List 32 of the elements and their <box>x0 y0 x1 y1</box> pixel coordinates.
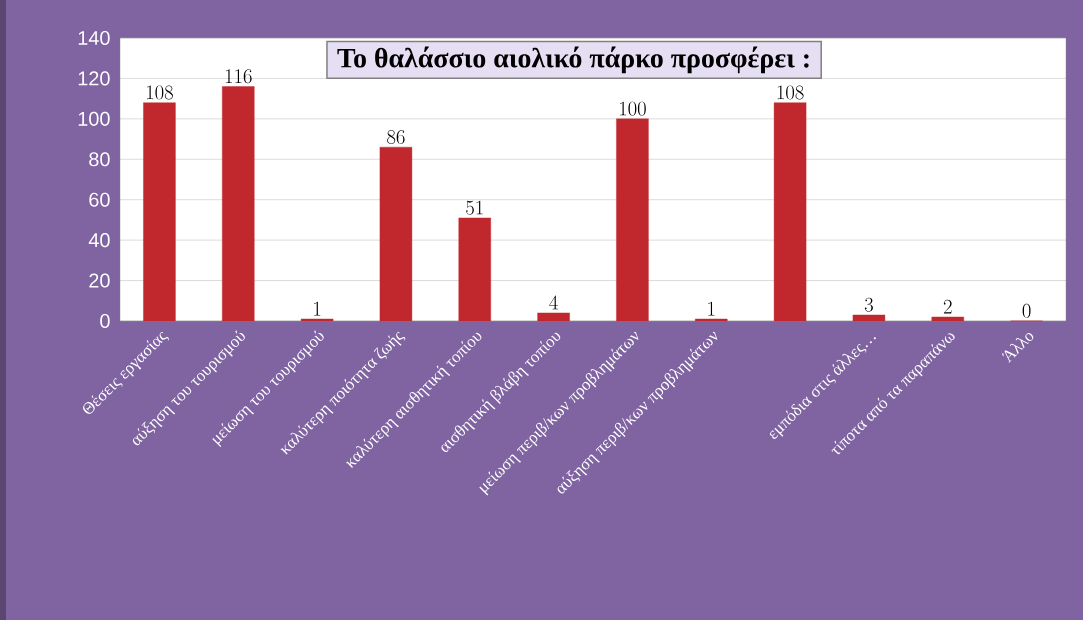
data-label: 1 <box>708 301 715 316</box>
bar <box>222 86 255 322</box>
data-label: 116 <box>225 69 252 84</box>
bar <box>616 118 649 322</box>
y-tick-label: 60 <box>89 192 110 207</box>
y-tick-label: 20 <box>89 273 110 288</box>
data-label: 4 <box>549 295 558 310</box>
y-tick-label: 120 <box>78 71 110 86</box>
y-tick-label: 100 <box>78 111 110 126</box>
data-label: 51 <box>466 200 483 215</box>
y-tick-label: 80 <box>89 152 110 167</box>
data-label: 86 <box>387 129 405 144</box>
y-tick-label: 40 <box>88 233 110 248</box>
y-tick-label: 0 <box>100 313 110 329</box>
data-label: 0 <box>1022 303 1031 318</box>
data-label: 1 <box>314 301 321 316</box>
bar <box>458 217 491 322</box>
bar <box>695 318 728 322</box>
data-label: 2 <box>943 299 952 314</box>
bar <box>143 102 176 322</box>
y-tick-label: 140 <box>78 30 110 46</box>
bar <box>300 318 334 322</box>
data-label: 108 <box>777 85 804 100</box>
bar <box>773 102 807 322</box>
chart-title: Το θαλάσσιο αιολικό πάρκο προσφέρει : <box>337 46 809 74</box>
data-label: 3 <box>864 297 873 312</box>
bar <box>379 146 413 322</box>
bar <box>852 314 886 322</box>
data-label: 100 <box>620 101 646 116</box>
bar <box>931 316 964 322</box>
bar <box>537 312 570 322</box>
data-label: 108 <box>147 85 173 100</box>
